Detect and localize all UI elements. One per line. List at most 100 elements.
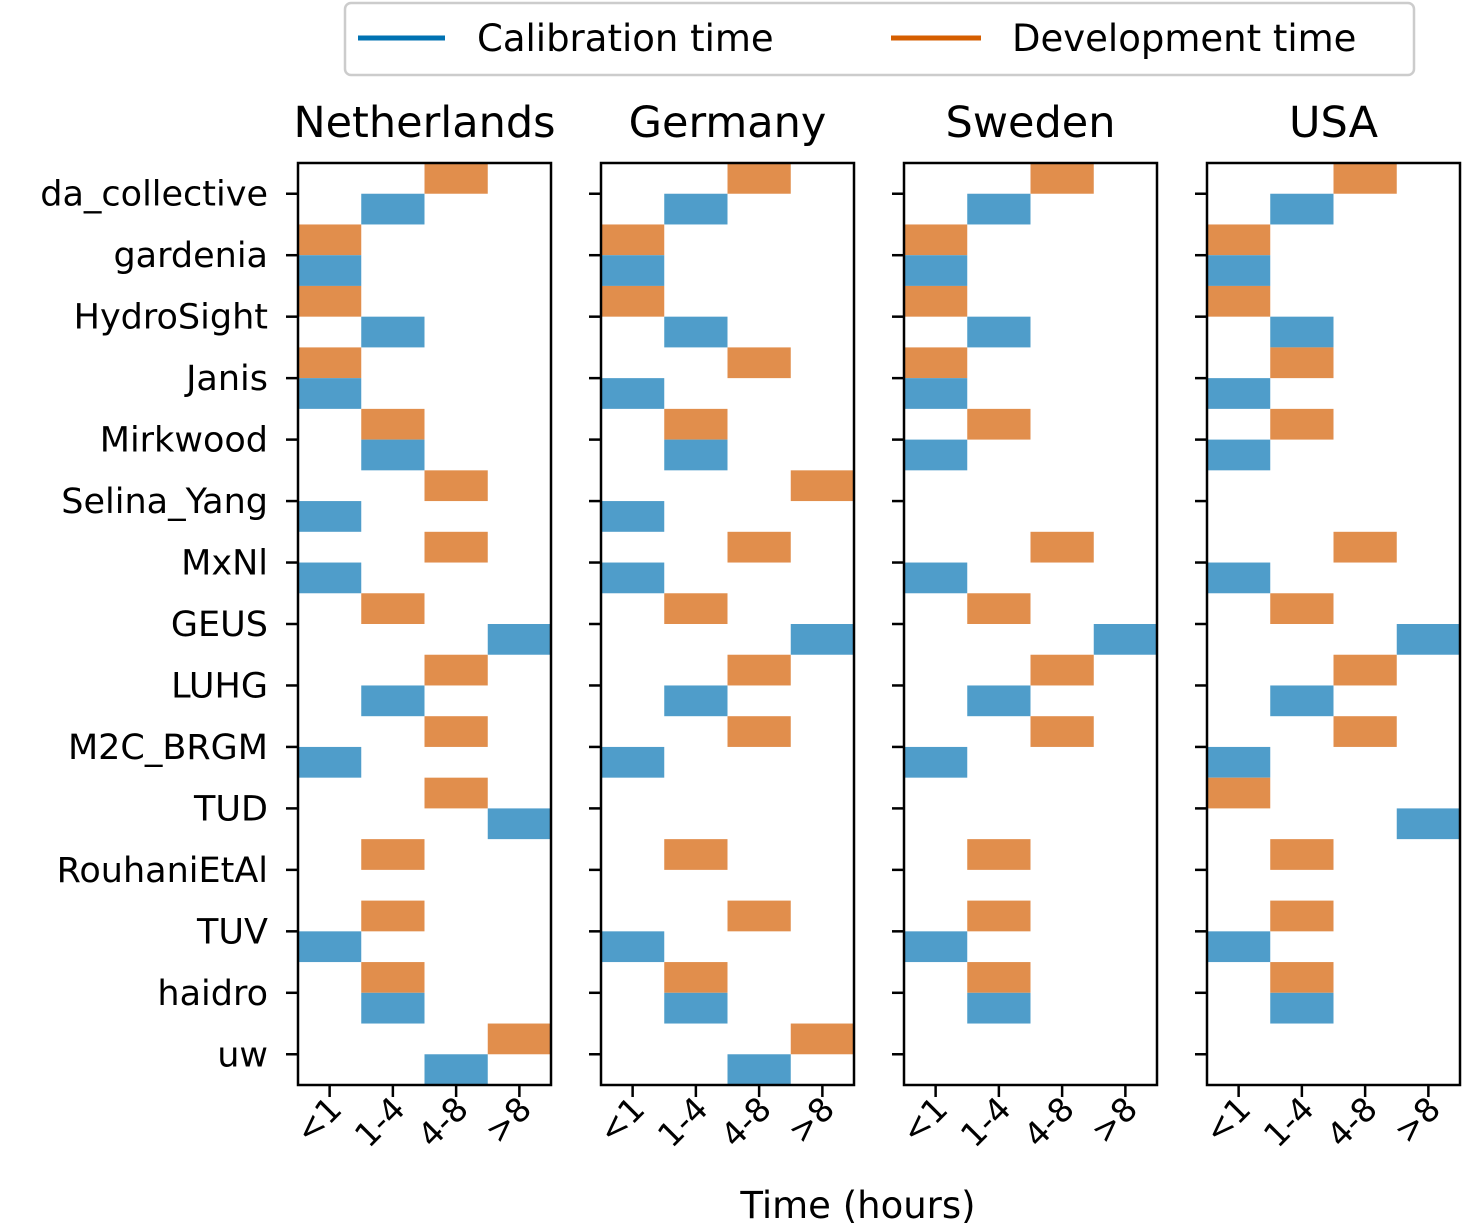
cell-development-hydrosight xyxy=(601,285,665,317)
panel-netherlands: <11-44-8 >8 Netherlands xyxy=(286,98,556,1155)
y-tick-label: gardenia xyxy=(113,236,268,276)
cell-development-rouhanietal xyxy=(1270,839,1334,870)
panel-usa: <11-44-8 >8 USA xyxy=(1195,98,1462,1155)
cell-calibration-luhg xyxy=(361,685,425,717)
cell-calibration-haidro xyxy=(361,992,425,1024)
cell-calibration-uw xyxy=(727,1054,791,1085)
cell-development-mxnl xyxy=(1333,531,1397,563)
cell-development-selina_yang xyxy=(424,470,488,502)
cell-development-gardenia xyxy=(601,224,665,256)
cell-development-janis xyxy=(298,347,362,379)
x-axis-title: Time (hours) xyxy=(739,1184,975,1225)
cell-calibration-geus xyxy=(1093,624,1157,655)
cell-calibration-janis xyxy=(601,378,665,409)
cell-development-haidro xyxy=(967,962,1031,993)
cell-development-geus xyxy=(967,593,1031,624)
cell-calibration-m2c_brgm xyxy=(904,746,968,778)
x-tick-label: 1-4 xyxy=(347,1089,413,1155)
y-tick-label: Mirkwood xyxy=(100,421,268,461)
cell-development-uw xyxy=(487,1023,551,1055)
cell-calibration-hydrosight xyxy=(361,316,425,348)
cell-calibration-selina_yang xyxy=(601,501,665,532)
cell-calibration-mxnl xyxy=(298,562,362,594)
cell-development-m2c_brgm xyxy=(1030,716,1094,747)
legend-label-calibration: Calibration time xyxy=(477,17,774,60)
x-tick-label: <1 xyxy=(893,1089,955,1151)
cell-development-mxnl xyxy=(1030,531,1094,563)
cell-development-hydrosight xyxy=(904,285,968,317)
cell-development-tuv xyxy=(361,900,425,932)
cell-development-gardenia xyxy=(1207,224,1271,256)
y-tick-label: haidro xyxy=(157,974,268,1014)
cell-development-da_collective xyxy=(727,163,791,194)
cell-development-tud xyxy=(424,777,488,809)
cell-calibration-mxnl xyxy=(1207,562,1271,594)
cell-calibration-hydrosight xyxy=(664,316,728,348)
y-axis-labels: da_collective gardenia HydroSight Janis Mirk… xyxy=(40,175,268,1076)
cell-development-rouhanietal xyxy=(664,839,728,870)
cell-development-uw xyxy=(790,1023,854,1055)
y-tick-label: GEUS xyxy=(171,605,268,645)
panel-title: Germany xyxy=(629,98,827,148)
y-tick-label: TUV xyxy=(196,912,268,952)
cell-calibration-da_collective xyxy=(664,193,728,225)
cell-calibration-mxnl xyxy=(601,562,665,594)
cell-development-tuv xyxy=(1270,900,1334,932)
x-tick-label: 4-8 xyxy=(410,1089,476,1155)
cell-calibration-luhg xyxy=(664,685,728,717)
cell-calibration-mirkwood xyxy=(361,439,425,471)
cell-development-janis xyxy=(727,347,791,379)
cell-calibration-geus xyxy=(1396,624,1460,655)
cell-development-da_collective xyxy=(1030,163,1094,194)
cell-development-gardenia xyxy=(298,224,362,256)
panel-title: USA xyxy=(1289,98,1379,148)
cell-calibration-luhg xyxy=(967,685,1031,717)
y-tick-label: M2C_BRGM xyxy=(68,728,268,768)
cell-calibration-geus xyxy=(487,624,551,655)
cell-calibration-da_collective xyxy=(967,193,1031,225)
cell-development-haidro xyxy=(361,962,425,993)
y-tick-label: RouhaniEtAl xyxy=(57,851,268,891)
x-tick-label: >8 xyxy=(780,1089,842,1151)
cell-calibration-gardenia xyxy=(904,255,968,286)
cell-development-da_collective xyxy=(1333,163,1397,194)
y-tick-label: Selina_Yang xyxy=(61,482,268,522)
cell-calibration-tud xyxy=(1396,808,1460,840)
cell-calibration-hydrosight xyxy=(1270,316,1334,348)
cell-calibration-tuv xyxy=(601,931,665,963)
cell-calibration-selina_yang xyxy=(298,501,362,532)
cell-development-luhg xyxy=(727,654,791,686)
cell-calibration-hydrosight xyxy=(967,316,1031,348)
x-tick-label: >8 xyxy=(1386,1089,1448,1151)
panel-title: Sweden xyxy=(946,98,1116,148)
cell-calibration-tuv xyxy=(1207,931,1271,963)
panel-sweden: <11-44-8 >8 Sweden xyxy=(892,98,1159,1155)
cell-calibration-mxnl xyxy=(904,562,968,594)
cell-development-selina_yang xyxy=(790,470,854,502)
y-tick-label: MxNl xyxy=(181,544,268,584)
cell-development-tud xyxy=(1207,777,1271,809)
x-tick-label: <1 xyxy=(590,1089,652,1151)
cell-calibration-da_collective xyxy=(361,193,425,225)
cell-development-janis xyxy=(904,347,968,379)
cell-calibration-janis xyxy=(1207,378,1271,409)
cell-development-hydrosight xyxy=(298,285,362,317)
y-tick-label: Janis xyxy=(184,359,268,399)
cell-calibration-janis xyxy=(904,378,968,409)
cell-development-haidro xyxy=(1270,962,1334,993)
cell-development-m2c_brgm xyxy=(727,716,791,747)
cell-development-tuv xyxy=(967,900,1031,932)
cell-development-mxnl xyxy=(727,531,791,563)
cell-calibration-uw xyxy=(424,1054,488,1085)
x-tick-label: <1 xyxy=(1196,1089,1258,1151)
x-tick-label: <1 xyxy=(287,1089,349,1151)
x-tick-label: >8 xyxy=(477,1089,539,1151)
y-tick-label: uw xyxy=(217,1035,268,1075)
x-tick-label: 1-4 xyxy=(953,1089,1019,1155)
cell-calibration-gardenia xyxy=(298,255,362,286)
cell-calibration-tuv xyxy=(298,931,362,963)
cell-development-janis xyxy=(1270,347,1334,379)
cell-calibration-da_collective xyxy=(1270,193,1334,225)
